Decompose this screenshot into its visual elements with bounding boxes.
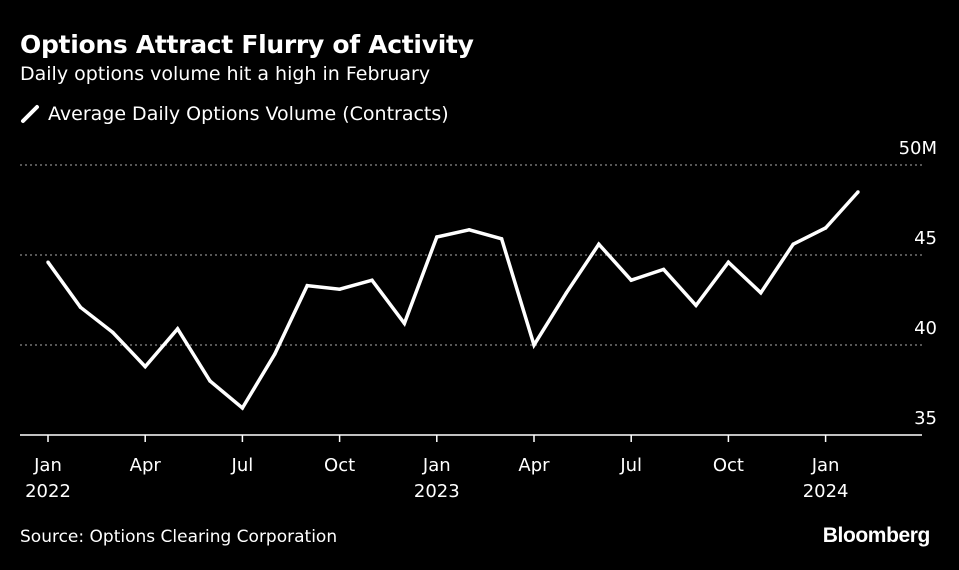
x-tick-label: Oct bbox=[324, 455, 355, 476]
data-point bbox=[661, 267, 666, 272]
legend: Average Daily Options Volume (Contracts) bbox=[20, 103, 449, 125]
source-note: Source: Options Clearing Corporation bbox=[20, 527, 338, 547]
data-point bbox=[856, 190, 860, 194]
data-point bbox=[467, 228, 471, 232]
data-point bbox=[759, 291, 763, 295]
data-point bbox=[370, 278, 374, 282]
data-point bbox=[629, 278, 633, 282]
data-point bbox=[305, 283, 309, 288]
data-point bbox=[240, 406, 245, 410]
legend-label: Average Daily Options Volume (Contracts) bbox=[48, 103, 449, 125]
chart-subtitle: Daily options volume hit a high in Febru… bbox=[20, 63, 431, 85]
data-point bbox=[143, 364, 147, 369]
legend-line-icon bbox=[21, 105, 39, 123]
x-tick-label: Jul bbox=[619, 455, 642, 476]
data-point bbox=[564, 291, 569, 295]
y-tick-label: 45 bbox=[914, 228, 937, 249]
data-point bbox=[46, 260, 50, 264]
x-axis: Jan 2022 Apr Jul Oct Jan 2023 Apr Jul Oct Jan 2024 bbox=[20, 434, 922, 502]
data-point bbox=[337, 287, 342, 291]
gridlines bbox=[20, 164, 922, 346]
x-tick-label: Jul bbox=[231, 455, 254, 476]
data-point bbox=[694, 303, 698, 308]
x-tick-year-label: 2022 bbox=[25, 481, 71, 502]
x-tick-year-label: 2024 bbox=[803, 481, 849, 502]
x-tick-label: Jan bbox=[422, 455, 451, 476]
data-point bbox=[791, 242, 795, 246]
data-point bbox=[402, 321, 407, 326]
data-point bbox=[78, 305, 83, 309]
bloomberg-logo: Bloomberg bbox=[822, 524, 931, 547]
data-point bbox=[726, 260, 731, 264]
x-tick-label: Jan bbox=[811, 455, 840, 476]
x-tick-label: Jan bbox=[33, 455, 62, 476]
y-axis-ticks: 35 40 45 50M bbox=[899, 138, 937, 429]
chart-title: Options Attract Flurry of Activity bbox=[20, 30, 474, 59]
y-tick-label: 40 bbox=[914, 318, 937, 339]
series-layer bbox=[46, 190, 860, 411]
data-point bbox=[823, 226, 828, 230]
data-point bbox=[111, 330, 115, 335]
data-point bbox=[208, 379, 212, 383]
data-point bbox=[273, 352, 277, 356]
series-line bbox=[46, 190, 860, 411]
y-tick-label: 35 bbox=[914, 408, 937, 429]
data-point bbox=[532, 343, 536, 347]
x-tick-label: Oct bbox=[713, 455, 744, 476]
data-point bbox=[175, 327, 180, 331]
x-tick-year-label: 2023 bbox=[414, 481, 460, 502]
y-tick-label: 50M bbox=[899, 138, 937, 159]
data-point bbox=[499, 237, 504, 241]
data-point bbox=[435, 235, 439, 239]
x-tick-label: Apr bbox=[518, 455, 550, 476]
data-point bbox=[597, 242, 601, 246]
x-tick-label: Apr bbox=[130, 455, 162, 476]
